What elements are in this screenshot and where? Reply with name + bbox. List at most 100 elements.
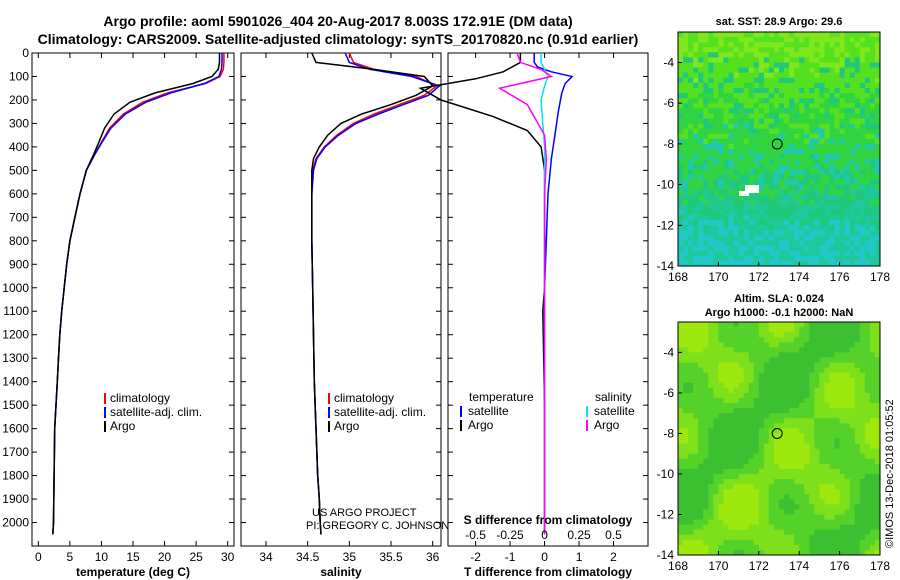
sla_map-cell [859, 347, 866, 353]
sst_map-cell [728, 118, 734, 124]
depth-tick-label: 1200 [2, 328, 29, 342]
sst_map-cell [849, 42, 856, 48]
sst_map-cell [693, 159, 699, 165]
sla_map-cell [743, 499, 750, 505]
differences-top-xlabel: S difference from climatology [464, 513, 633, 527]
sst_map-cell [844, 87, 851, 94]
sla_map-cell [824, 433, 830, 439]
sla_map-cell [779, 489, 785, 495]
sst_map-cell [743, 154, 750, 160]
sla_map-cell [763, 428, 770, 434]
sst_map-cell [779, 42, 785, 48]
sst_map-cell [678, 179, 684, 186]
sst_map-cell [824, 93, 830, 99]
sla_map-cell [809, 392, 815, 399]
sla_map-cell [799, 372, 805, 379]
sla_map-cell [698, 387, 704, 394]
sst_map-cell [839, 143, 846, 150]
sst_map-cell [723, 184, 729, 191]
sla_map-cell [703, 489, 709, 495]
sst_map-cell [773, 52, 780, 58]
sla_map-cell [869, 494, 876, 500]
sla_map-cell [859, 448, 866, 455]
sla_map-cell [713, 332, 719, 338]
sla_map-cell [698, 337, 704, 343]
sst_map-cell [789, 77, 795, 84]
sla_map-cell [794, 479, 800, 485]
sla_map-cell [819, 448, 825, 455]
sst_map-cell [814, 108, 820, 114]
sla_map-cell [773, 367, 780, 374]
sla_map-cell [748, 544, 755, 551]
sst_map-cell [768, 57, 775, 63]
sla_map-cell [748, 443, 755, 450]
sla_map-cell [789, 479, 795, 485]
sst_map-cell [869, 154, 876, 160]
sst_map-cell [713, 255, 719, 262]
salinity-legend-swatch [328, 421, 330, 432]
sla_map-cell [834, 322, 840, 328]
sla_map-cell [814, 544, 820, 551]
sst_map-cell [794, 189, 800, 196]
sla_map-cell [859, 509, 866, 515]
sla_map-cell [713, 408, 719, 414]
sla_map-cell [849, 453, 856, 460]
sst_map-cell [809, 98, 815, 104]
sla_map-cell [804, 473, 810, 480]
pi-annotation: PI: GREGORY C. JOHNSON [306, 520, 449, 532]
sst_map-cell [743, 87, 750, 94]
sst_map-cell [794, 72, 800, 79]
sla_map-cell [804, 367, 810, 374]
sla_map-cell [773, 322, 780, 328]
sla_map-cell [708, 337, 714, 343]
sla_map-cell [688, 322, 694, 328]
sst_map-cell [753, 118, 760, 124]
sla_map-cell [758, 347, 765, 353]
sst_map-cell [708, 108, 714, 114]
sst_map-cell [854, 215, 861, 221]
sla_map-cell [683, 367, 689, 374]
sla_map-cell [683, 479, 689, 485]
sst_map-cell [784, 204, 790, 211]
sst_map-cell [693, 199, 699, 206]
sla_map-cell [773, 499, 780, 505]
sst_map-cell [849, 62, 856, 69]
sla_map-cell [728, 514, 734, 520]
sst_map-cell [723, 72, 729, 79]
sst_map-cell [834, 164, 840, 170]
sst_map-cell [839, 57, 846, 63]
sla_map-cell [799, 433, 805, 439]
sla_map-cell [854, 549, 861, 556]
sla_map-cell [743, 367, 750, 374]
sst_map-cell [753, 194, 760, 201]
sla_map-cell [683, 362, 689, 368]
sst_map-cell [824, 57, 830, 63]
sst_map-cell [829, 215, 835, 221]
sst_map-cell [849, 113, 856, 119]
sst_map-cell [859, 67, 866, 74]
sst_map-cell [698, 169, 704, 175]
sst_map-cell [768, 98, 775, 104]
sla_map-cell [753, 534, 760, 541]
sla_map-cell [824, 332, 830, 338]
sst_map-cell [738, 82, 745, 89]
sst_map-cell [864, 72, 871, 79]
sla_map-cell [688, 529, 694, 536]
sla_map-cell [864, 494, 871, 500]
sla_map-cell [809, 418, 815, 424]
sst-missing-data-patch [745, 185, 759, 193]
sst_map-cell [789, 37, 795, 43]
diff-legend-title-salinity: salinity [595, 390, 632, 404]
sla_map-cell [874, 362, 881, 368]
sla_map-cell [819, 357, 825, 363]
sst_map-cell [864, 204, 871, 211]
salinity-diff-tick-label: 0 [541, 528, 548, 542]
sst_map-cell [743, 67, 750, 74]
sst_map-cell [814, 154, 820, 160]
sst_map-cell [763, 108, 770, 114]
sst_map-cell [844, 159, 851, 165]
sst_map-cell [809, 42, 815, 48]
sst_map-cell [844, 52, 851, 58]
sst_map-cell [768, 199, 775, 206]
sst_map-cell [854, 93, 861, 99]
